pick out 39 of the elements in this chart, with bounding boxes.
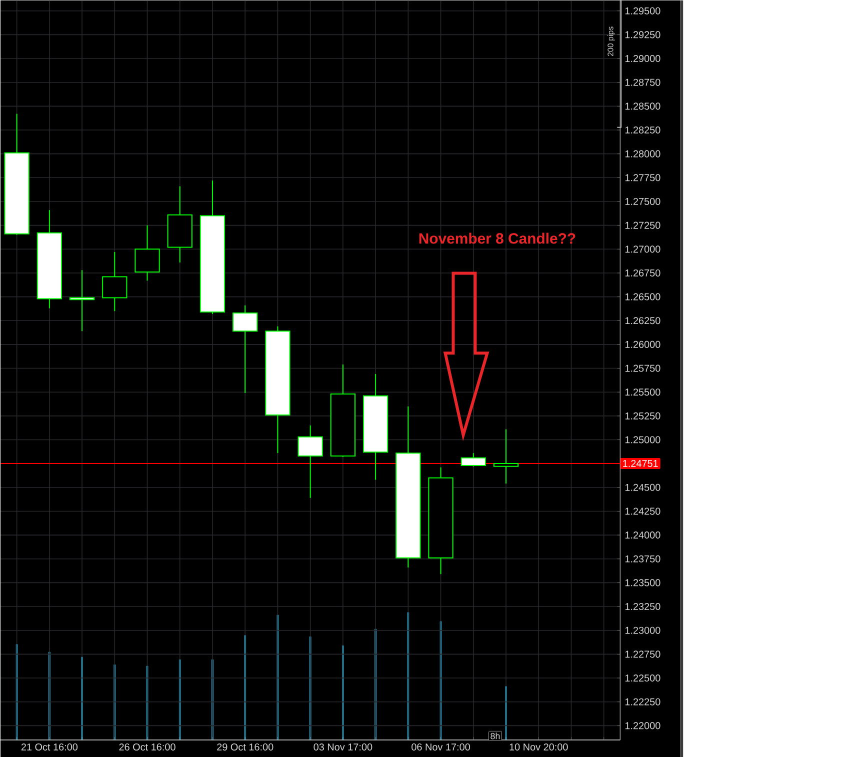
y-tick-label: 1.28250: [625, 126, 660, 134]
y-tick-label: 1.24000: [625, 532, 660, 539]
y-tick-label: 1.23750: [625, 555, 660, 562]
y-tick-label: 1.22750: [625, 650, 660, 658]
y-tick-label: 1.29250: [625, 31, 660, 38]
y-tick-label: 1.26250: [625, 317, 660, 324]
y-tick-label: 1.26000: [625, 340, 660, 348]
x-tick-label: 03 Nov 17:00: [314, 744, 372, 751]
y-tick-label: 1.26750: [625, 269, 660, 276]
y-tick-label: 1.25750: [625, 364, 660, 372]
y-tick-label: 1.23250: [625, 603, 660, 610]
annotation: November 8 Candle??: [419, 232, 576, 244]
x-tick-label: 06 Nov 17:00: [412, 744, 470, 751]
y-tick-label: 1.22250: [625, 698, 660, 706]
y-tick-label: 1.27750: [625, 174, 660, 182]
x-tick-label: 21 Oct 16:00: [21, 744, 78, 751]
ref-line-label: 1.24751: [623, 460, 658, 468]
y-tick-label: 1.22500: [625, 674, 660, 682]
y-tick-label: 1.27000: [625, 246, 660, 253]
y-tick-label: 1.27250: [625, 222, 660, 229]
y-tick-label: 1.24250: [625, 508, 660, 515]
y-tick-label: 1.28750: [625, 78, 660, 86]
annotation: 8h: [490, 732, 500, 740]
y-tick-label: 1.26500: [625, 293, 660, 300]
y-tick-label: 1.24500: [625, 484, 660, 491]
x-tick-label: 29 Oct 16:00: [217, 744, 274, 751]
y-tick-label: 1.28000: [625, 150, 660, 158]
y-tick-label: 1.23500: [625, 579, 660, 586]
y-tick-label: 1.29500: [625, 7, 660, 14]
y-tick-label: 1.27500: [625, 198, 660, 206]
y-tick-label: 1.25000: [625, 436, 660, 444]
y-tick-label: 1.22000: [625, 722, 660, 730]
y-tick-label: 1.28500: [625, 102, 660, 110]
y-tick-label: 1.29000: [625, 55, 660, 62]
x-tick-label: 26 Oct 16:00: [119, 744, 176, 751]
y-tick-label: 1.25500: [625, 388, 660, 396]
y-tick-label: 1.23000: [625, 626, 660, 634]
x-tick-label: 10 Nov 20:00: [510, 744, 568, 751]
y-tick-label: 1.25250: [625, 412, 660, 420]
